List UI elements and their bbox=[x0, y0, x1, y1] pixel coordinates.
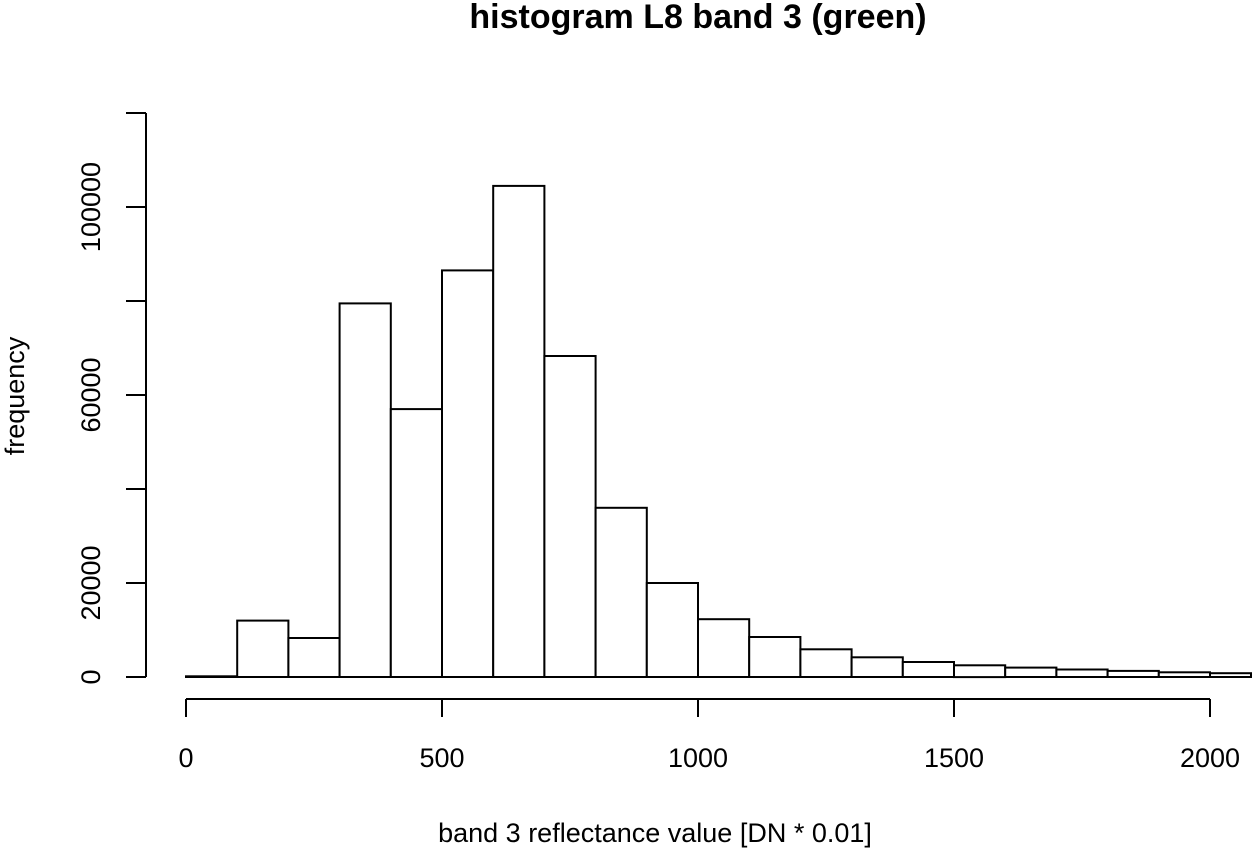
histogram-bar bbox=[953, 664, 1007, 679]
y-tick-label: 60000 bbox=[76, 357, 106, 432]
histogram-bar bbox=[1055, 668, 1109, 678]
y-axis-label: frequency bbox=[0, 336, 30, 455]
histogram-bar bbox=[748, 636, 802, 678]
y-tick-label: 0 bbox=[76, 669, 106, 684]
x-tick-label: 500 bbox=[419, 743, 464, 773]
x-tick-label: 1500 bbox=[924, 743, 984, 773]
histogram-bar bbox=[1004, 666, 1058, 678]
y-tick-label: 100000 bbox=[76, 162, 106, 252]
histogram-bar bbox=[389, 408, 443, 678]
histogram-bar bbox=[441, 269, 495, 678]
histogram-bar bbox=[1209, 672, 1252, 679]
histogram-bar bbox=[799, 648, 853, 678]
x-axis-label: band 3 reflectance value [DN * 0.01] bbox=[438, 818, 872, 848]
chart-title: histogram L8 band 3 (green) bbox=[469, 0, 926, 36]
histogram-bar bbox=[1157, 671, 1212, 678]
histogram-bar bbox=[1106, 669, 1160, 679]
histogram-bar bbox=[901, 661, 955, 678]
histogram-bar bbox=[287, 637, 341, 678]
x-tick-label: 0 bbox=[178, 743, 193, 773]
y-axis: 0 20000 60000 100000 bbox=[76, 112, 147, 685]
histogram-bar bbox=[850, 656, 904, 678]
histogram-bar bbox=[236, 619, 290, 678]
histogram-bar bbox=[543, 355, 597, 678]
histogram-bar bbox=[185, 675, 239, 678]
bars-group bbox=[185, 184, 1252, 679]
x-tick-label: 2000 bbox=[1180, 743, 1240, 773]
x-tick-label: 1000 bbox=[668, 743, 728, 773]
histogram-bar bbox=[338, 302, 392, 678]
histogram-bar bbox=[645, 582, 699, 678]
x-axis: 0 500 1000 1500 2000 bbox=[178, 698, 1240, 773]
y-tick-label: 20000 bbox=[76, 545, 106, 620]
histogram-bar bbox=[492, 184, 546, 678]
histogram-bar bbox=[697, 618, 751, 679]
histogram-bar bbox=[594, 506, 648, 678]
